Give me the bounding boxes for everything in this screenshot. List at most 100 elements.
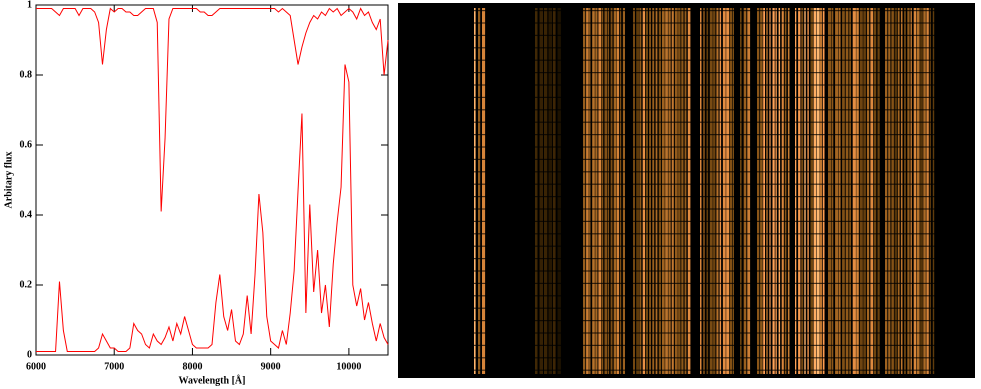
stripe [757,8,760,374]
row-gap [398,34,975,36]
x-tick-label: 9000 [261,361,281,372]
stripe [722,8,726,374]
stripe [916,8,920,374]
stripe [703,8,705,374]
stripe [795,8,797,374]
stripe [913,8,917,374]
row-gap [398,59,975,61]
stripe [622,8,625,374]
stripe [910,8,912,374]
stripe [856,8,859,374]
y-tick-label: 0.8 [20,69,33,80]
stripe [598,8,601,374]
row-gap [398,183,975,185]
row-gap [398,208,975,210]
stripe [639,8,642,374]
y-tick-label: 0.4 [20,209,33,220]
stripe [539,8,543,374]
stripe [863,8,866,374]
stripe [633,8,635,374]
stripe [544,8,548,374]
row-gap [398,270,975,272]
x-tick-label: 10000 [336,361,361,372]
stripe [852,8,856,374]
stripe [586,8,589,374]
stripe [842,8,845,374]
stripe [775,8,777,374]
stripe [772,8,775,374]
stripe [932,8,935,374]
stripe [658,8,662,374]
stripe [888,8,891,374]
stripe [719,8,722,374]
stripe [885,8,888,374]
stripe [810,8,814,374]
stripe [592,8,595,374]
stripe [743,8,747,374]
row-gap [398,109,975,111]
stripe [747,8,751,374]
plot-frame [35,4,389,356]
x-tick-label: 8000 [182,361,202,372]
stripe [684,8,687,374]
stripe [835,8,839,374]
row-gap [398,332,975,334]
stripe [891,8,894,374]
stripe [781,8,784,374]
row-gap [398,84,975,86]
stripe [709,8,713,374]
stripe [894,8,898,374]
stripe [813,8,817,374]
stripe [482,8,486,374]
stripe [681,8,684,374]
stripe [740,8,742,374]
row-gap [398,320,975,322]
row-gap [398,344,975,346]
stripe [766,8,768,374]
row-gap [398,10,975,12]
stripe [926,8,929,374]
stripe [929,8,931,374]
spectrum-line [36,7,389,212]
stripe [619,8,622,374]
stripe [831,8,834,374]
row-gap [398,158,975,160]
row-gap [398,72,975,74]
stripe [900,8,903,374]
stripe [706,8,709,374]
row-gap [398,307,975,309]
stripe [870,8,874,374]
stripe [716,8,719,374]
row-gap [398,47,975,49]
stripe [897,8,900,374]
stripe [801,8,804,374]
row-gap [398,134,975,136]
stripe [760,8,763,374]
stripe [804,8,806,374]
stripe [866,8,870,374]
stripe [687,8,691,374]
y-tick-label: 0.6 [20,139,33,150]
stripe [642,8,646,374]
row-gap [398,22,975,24]
stripe [649,8,651,374]
stripe [923,8,926,374]
stripe [713,8,716,374]
stripe [769,8,771,374]
stripe [604,8,607,374]
stripe [784,8,787,374]
stripe [798,8,801,374]
row-gap [398,121,975,123]
stripe [601,8,604,374]
y-tick-label: 0 [27,349,32,360]
stripe [807,8,809,374]
stripe [859,8,863,374]
stripe [610,8,613,374]
stripe [763,8,765,374]
row-gap [398,258,975,260]
row-gap [398,295,975,297]
row-gap [398,282,975,284]
x-axis-label: Wavelength [Å] [179,374,246,386]
